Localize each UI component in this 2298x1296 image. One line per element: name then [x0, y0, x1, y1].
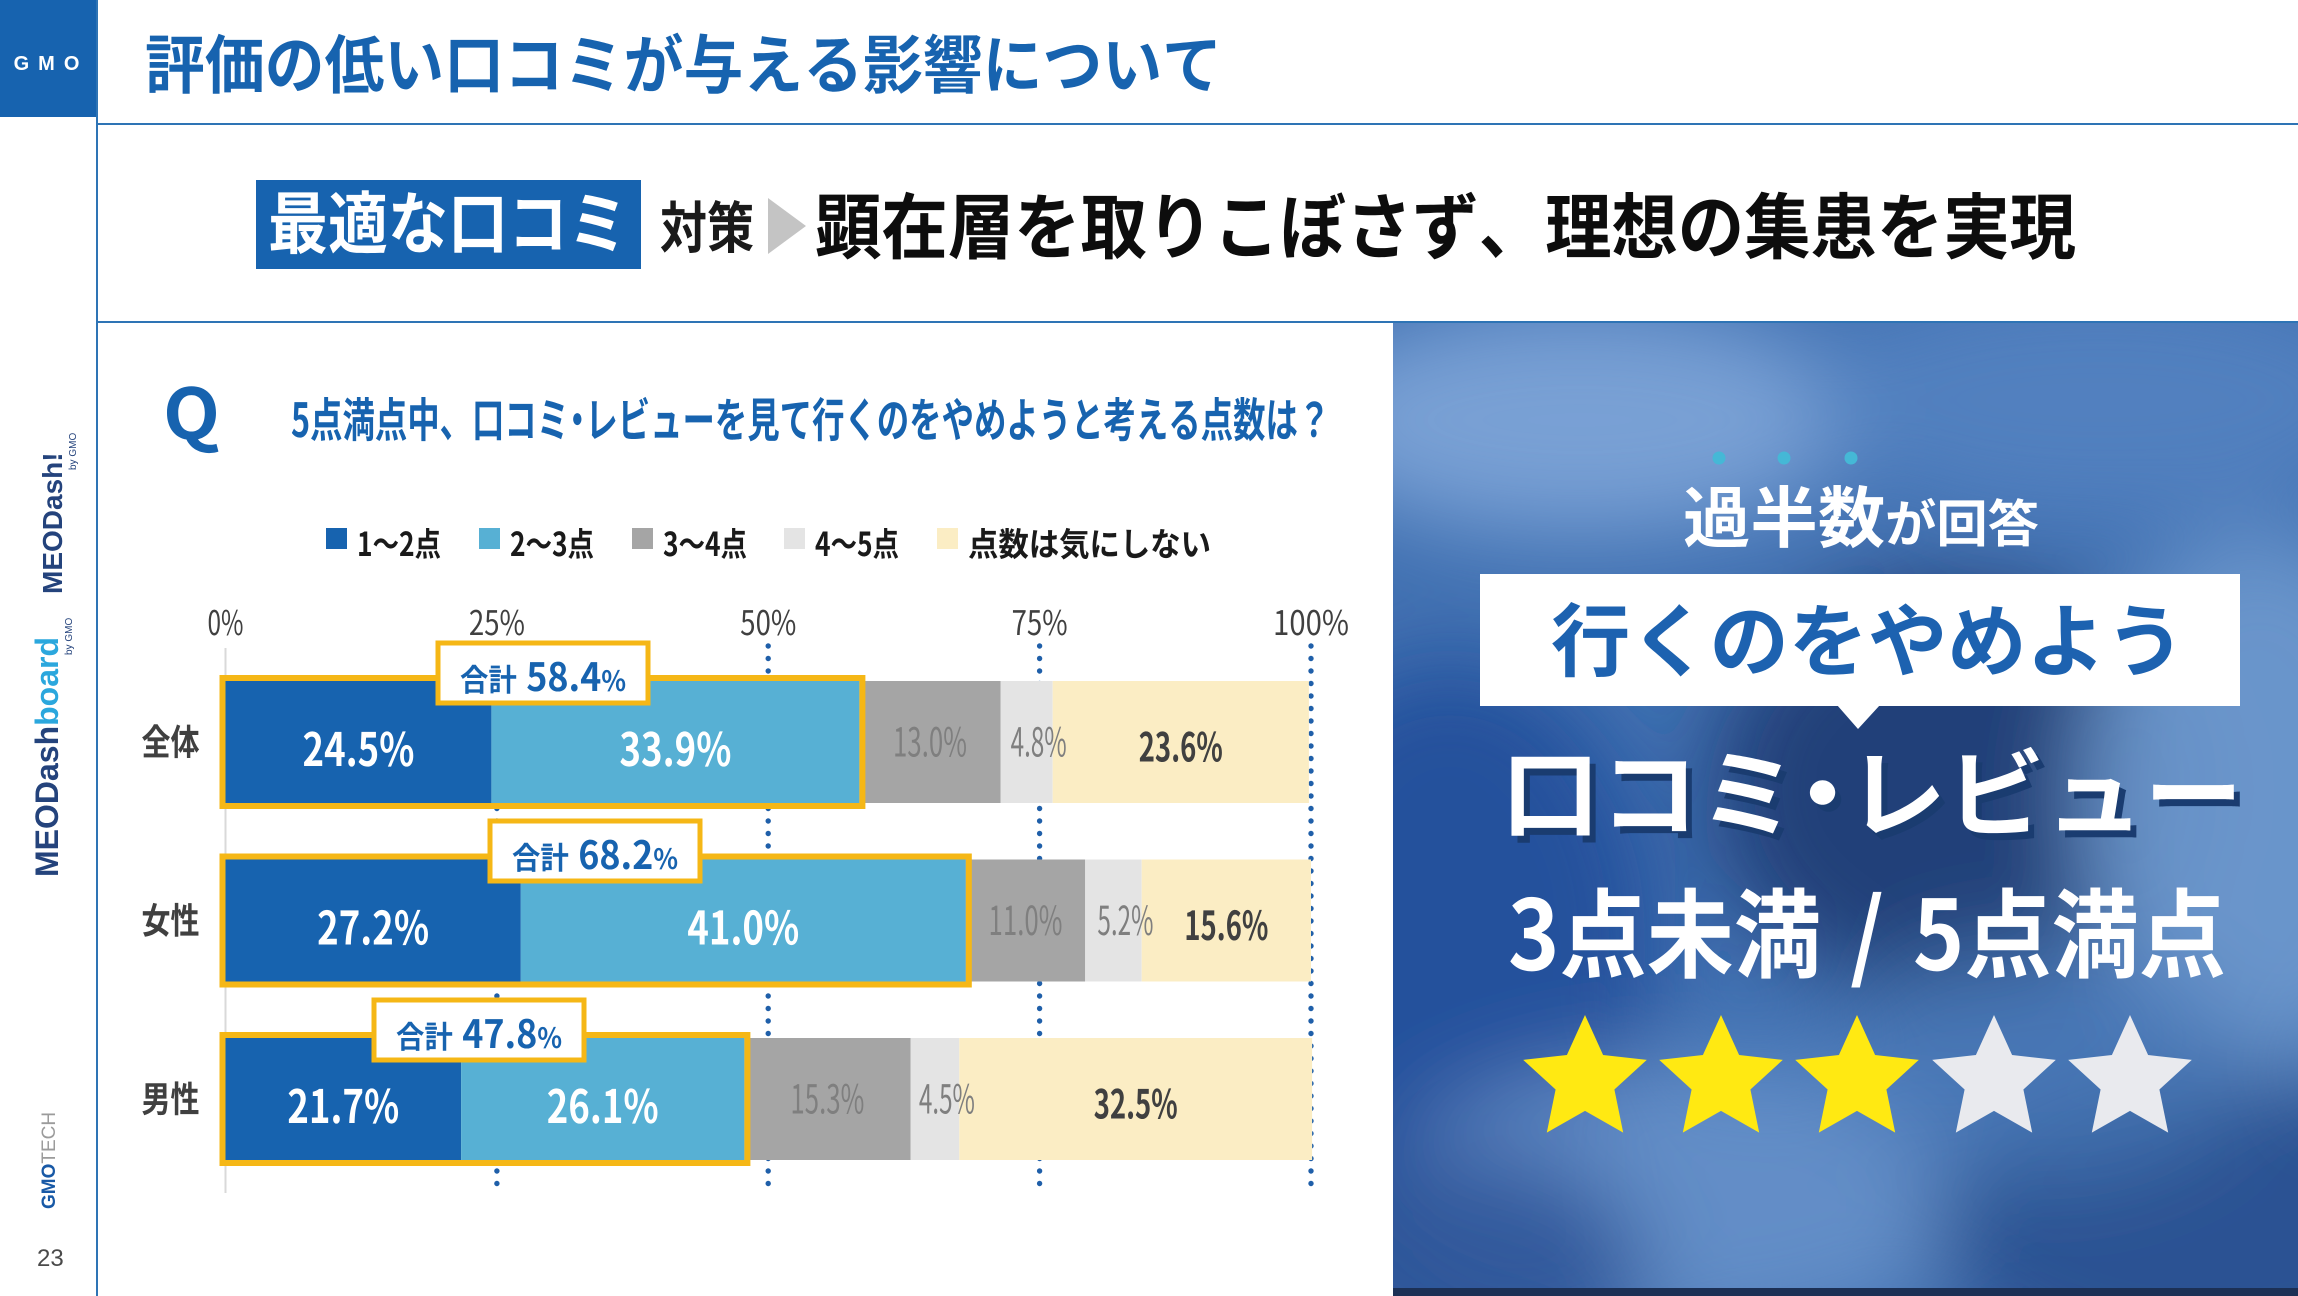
svg-text:by GMO: by GMO — [68, 433, 79, 470]
svg-text:GMOTECH: GMOTECH — [39, 1112, 60, 1209]
svg-text:MEODash!: MEODash! — [37, 452, 68, 594]
svg-text:GMO: GMO — [14, 53, 89, 75]
svg-text:23: 23 — [37, 1245, 64, 1272]
svg-text:MEODashboard: MEODashboard — [29, 637, 65, 877]
svg-text:by GMO: by GMO — [64, 618, 75, 655]
